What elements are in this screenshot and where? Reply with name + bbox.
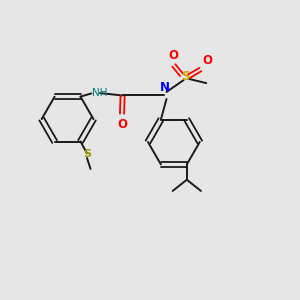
Text: N: N <box>160 81 170 94</box>
Text: S: S <box>182 70 190 83</box>
Text: S: S <box>83 149 91 159</box>
Text: O: O <box>203 54 213 67</box>
Text: O: O <box>117 118 127 131</box>
Text: NH: NH <box>92 88 107 98</box>
Text: O: O <box>168 49 178 62</box>
